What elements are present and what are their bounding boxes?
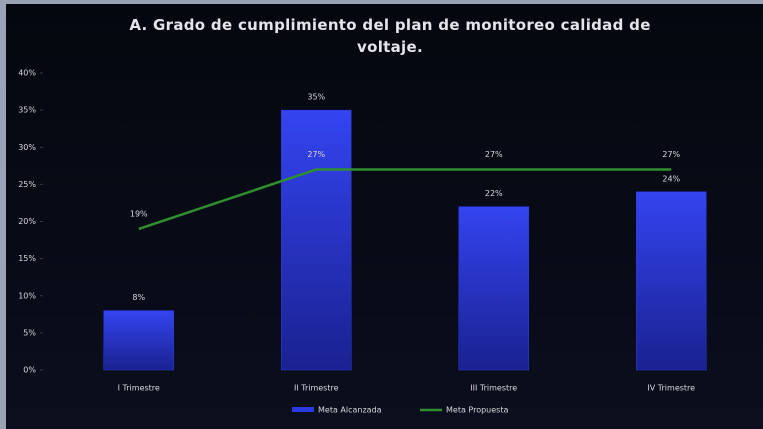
legend-label: Meta Propuesta [446,406,508,415]
x-tick-label: II Trimestre [294,384,339,393]
x-tick-label: IV Trimestre [647,384,695,393]
data-label: 22% [485,189,503,198]
data-label: 35% [307,93,325,102]
data-label: 27% [485,150,503,159]
y-tick-label: 40% [18,69,36,78]
data-label: 19% [130,209,148,218]
y-tick-label: 20% [18,217,36,226]
y-tick-label: 25% [18,180,36,189]
bar [281,109,352,371]
legend-swatch [292,407,314,412]
data-label: 27% [662,150,680,159]
legend-label: Meta Alcanzada [318,406,382,415]
bar [636,191,707,371]
chart-title: A. Grado de cumplimiento del plan de mon… [129,16,651,56]
bar [458,206,529,371]
data-label: 27% [307,150,325,159]
data-label: 24% [662,174,680,183]
y-tick-label: 15% [18,254,36,263]
bar [103,310,174,371]
data-label: 8% [132,293,145,302]
line [138,168,672,231]
x-tick-label: III Trimestre [470,384,517,393]
y-tick-label: 35% [18,106,36,115]
y-tick-label: 30% [18,143,36,152]
y-tick-label: 5% [23,328,36,337]
y-tick-label: 0% [23,366,36,375]
y-tick-label: 10% [18,291,36,300]
x-tick-label: I Trimestre [118,384,160,393]
